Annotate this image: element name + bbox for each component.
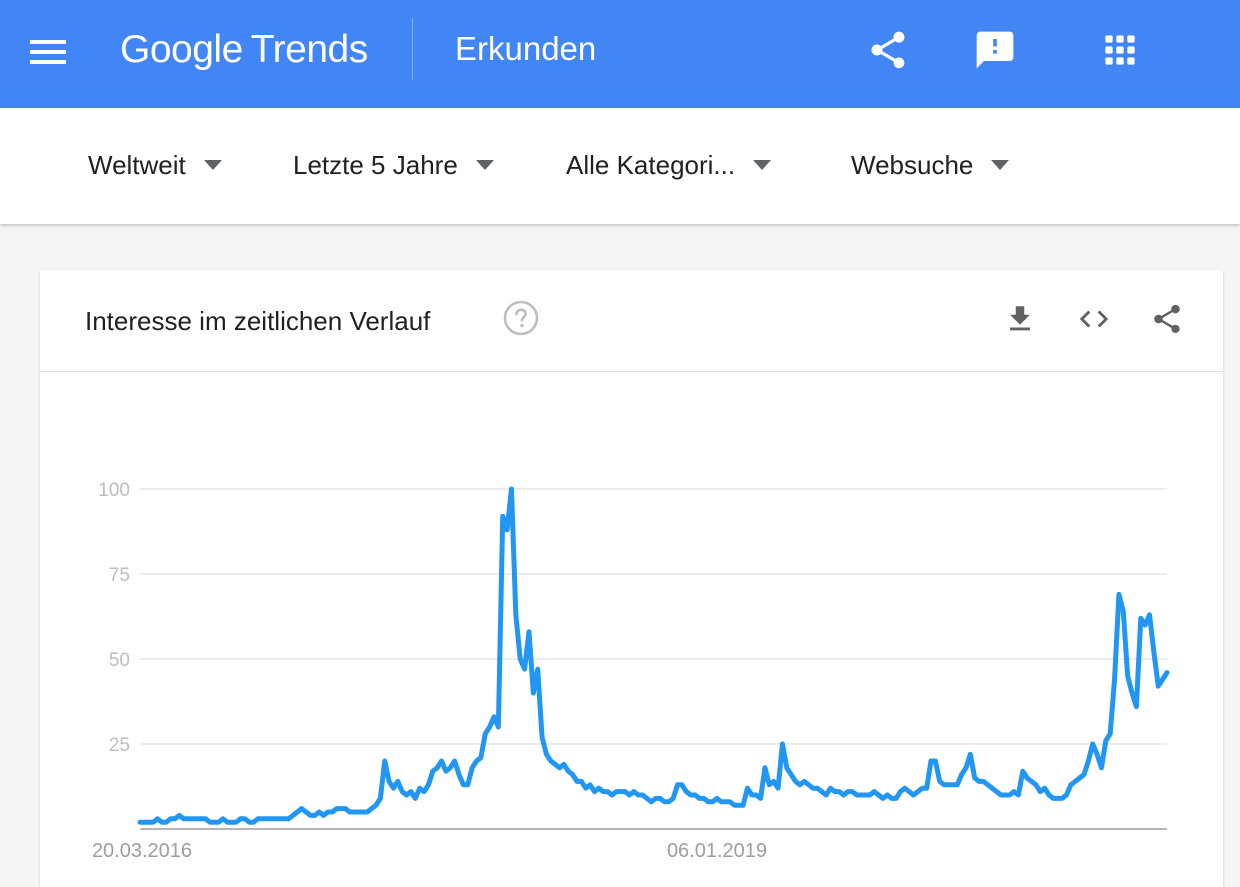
apps-grid-icon[interactable]: [1098, 28, 1142, 72]
x-tick-label: 20.03.2016: [92, 840, 192, 862]
interest-line-chart: 25 50 75 100 20.03.2016 06.01.2019: [40, 372, 1223, 887]
logo-google-text: Google: [120, 28, 243, 71]
help-icon[interactable]: [503, 300, 539, 336]
x-tick-label: 06.01.2019: [667, 840, 767, 862]
google-trends-logo[interactable]: Google Trends: [120, 28, 368, 72]
filter-searchtype-label: Websuche: [851, 149, 974, 180]
dropdown-arrow-icon: [991, 160, 1010, 170]
filter-region-label: Weltweit: [88, 149, 186, 180]
logo-trends-text: Trends: [250, 28, 368, 71]
chart-svg: 25 50 75 100 20.03.2016 06.01.2019: [92, 480, 1170, 862]
feedback-icon[interactable]: [973, 28, 1017, 72]
card-header: Interesse im zeitlichen Verlauf: [40, 270, 1223, 372]
filter-timerange-dropdown[interactable]: Letzte 5 Jahre: [293, 148, 494, 182]
filter-category-dropdown[interactable]: Alle Kategori...: [566, 148, 772, 182]
header-divider: [412, 18, 413, 80]
interest-over-time-card: Interesse im zeitlichen Verlauf 25 50 75 10…: [40, 270, 1223, 887]
y-tick-label: 100: [98, 480, 130, 501]
y-tick-label: 50: [109, 650, 130, 671]
filter-timerange-label: Letzte 5 Jahre: [293, 149, 458, 180]
page-title: Erkunden: [455, 30, 597, 67]
filter-bar: Weltweit Letzte 5 Jahre Alle Kategori...…: [0, 108, 1240, 224]
y-tick-label: 25: [109, 735, 130, 756]
share-icon[interactable]: [866, 28, 910, 72]
card-share-icon[interactable]: [1150, 302, 1184, 336]
download-icon[interactable]: [1003, 302, 1037, 336]
embed-code-icon[interactable]: [1077, 302, 1111, 336]
y-tick-label: 75: [109, 565, 130, 586]
series-line: [137, 486, 1170, 825]
filter-searchtype-dropdown[interactable]: Websuche: [851, 148, 1010, 182]
filter-region-dropdown[interactable]: Weltweit: [88, 148, 222, 182]
card-title: Interesse im zeitlichen Verlauf: [85, 306, 431, 336]
dropdown-arrow-icon: [753, 160, 772, 170]
top-app-bar: Google Trends Erkunden: [0, 0, 1240, 108]
dropdown-arrow-icon: [203, 160, 222, 170]
filter-category-label: Alle Kategori...: [566, 149, 736, 180]
dropdown-arrow-icon: [475, 160, 494, 170]
hamburger-menu-icon[interactable]: [30, 40, 66, 66]
